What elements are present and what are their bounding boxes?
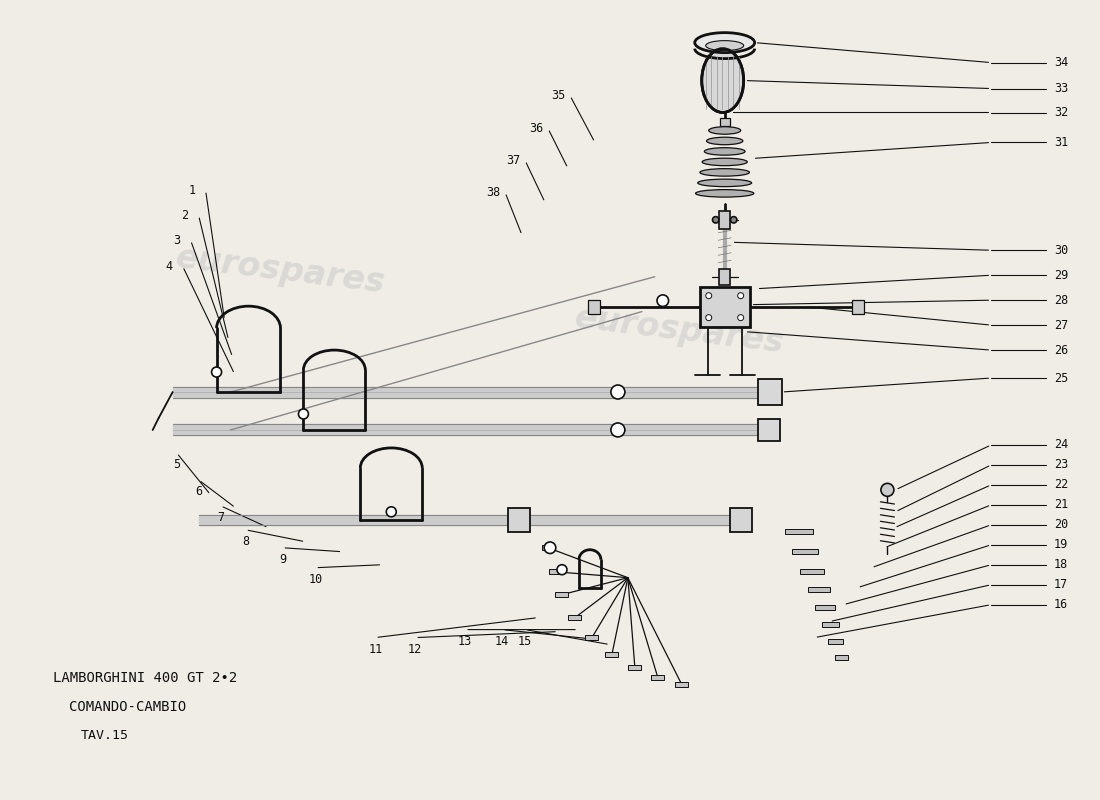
FancyBboxPatch shape bbox=[827, 639, 844, 644]
Text: 5: 5 bbox=[173, 458, 180, 471]
Text: 21: 21 bbox=[1054, 498, 1068, 511]
Text: 19: 19 bbox=[1054, 538, 1068, 551]
Text: 20: 20 bbox=[1054, 518, 1068, 531]
FancyBboxPatch shape bbox=[852, 300, 865, 314]
Text: 10: 10 bbox=[308, 573, 322, 586]
Circle shape bbox=[706, 293, 712, 298]
Text: 30: 30 bbox=[1054, 244, 1068, 257]
Text: 25: 25 bbox=[1054, 371, 1068, 385]
Text: 36: 36 bbox=[529, 122, 543, 135]
FancyBboxPatch shape bbox=[800, 570, 824, 574]
Text: 31: 31 bbox=[1054, 136, 1068, 149]
FancyBboxPatch shape bbox=[814, 605, 835, 610]
Circle shape bbox=[730, 217, 737, 223]
FancyBboxPatch shape bbox=[549, 570, 561, 574]
Text: 16: 16 bbox=[1054, 598, 1068, 611]
Text: TAV.15: TAV.15 bbox=[80, 729, 129, 742]
Text: 6: 6 bbox=[195, 486, 202, 498]
Circle shape bbox=[544, 542, 556, 554]
FancyBboxPatch shape bbox=[807, 587, 829, 592]
Text: 7: 7 bbox=[217, 511, 224, 524]
Text: 18: 18 bbox=[1054, 558, 1068, 571]
Circle shape bbox=[610, 385, 625, 399]
FancyBboxPatch shape bbox=[556, 592, 569, 597]
Circle shape bbox=[657, 295, 669, 306]
Text: 4: 4 bbox=[165, 260, 173, 273]
Text: 3: 3 bbox=[174, 234, 180, 246]
Text: 1: 1 bbox=[188, 184, 196, 197]
Text: 32: 32 bbox=[1054, 106, 1068, 119]
FancyBboxPatch shape bbox=[822, 622, 839, 627]
FancyBboxPatch shape bbox=[541, 546, 554, 550]
FancyBboxPatch shape bbox=[729, 508, 751, 532]
Ellipse shape bbox=[708, 126, 740, 134]
Circle shape bbox=[881, 483, 894, 496]
FancyBboxPatch shape bbox=[651, 675, 664, 680]
FancyBboxPatch shape bbox=[508, 508, 530, 532]
Text: 12: 12 bbox=[408, 643, 422, 656]
FancyBboxPatch shape bbox=[675, 682, 689, 687]
Circle shape bbox=[211, 367, 221, 377]
Text: 14: 14 bbox=[495, 635, 509, 648]
Text: 29: 29 bbox=[1054, 269, 1068, 282]
FancyBboxPatch shape bbox=[758, 419, 780, 441]
Ellipse shape bbox=[702, 49, 744, 113]
Text: eurospares: eurospares bbox=[174, 241, 387, 299]
Ellipse shape bbox=[706, 138, 743, 145]
Circle shape bbox=[610, 423, 625, 437]
Circle shape bbox=[298, 409, 308, 419]
FancyBboxPatch shape bbox=[605, 652, 618, 657]
Text: 35: 35 bbox=[551, 89, 565, 102]
Circle shape bbox=[557, 565, 566, 574]
Ellipse shape bbox=[702, 158, 747, 166]
Circle shape bbox=[713, 217, 719, 223]
Ellipse shape bbox=[695, 190, 754, 197]
Text: 28: 28 bbox=[1054, 294, 1068, 306]
FancyBboxPatch shape bbox=[758, 379, 782, 405]
Ellipse shape bbox=[704, 148, 745, 155]
Ellipse shape bbox=[697, 179, 751, 186]
Text: 8: 8 bbox=[242, 535, 249, 548]
Circle shape bbox=[738, 314, 744, 321]
Text: 38: 38 bbox=[486, 186, 500, 199]
FancyBboxPatch shape bbox=[792, 550, 817, 554]
Text: eurospares: eurospares bbox=[573, 301, 786, 359]
Circle shape bbox=[386, 507, 396, 517]
Text: 22: 22 bbox=[1054, 478, 1068, 491]
FancyBboxPatch shape bbox=[719, 118, 729, 126]
Text: 26: 26 bbox=[1054, 343, 1068, 357]
Text: 33: 33 bbox=[1054, 82, 1068, 95]
Text: 15: 15 bbox=[518, 635, 532, 648]
FancyBboxPatch shape bbox=[719, 269, 730, 285]
Circle shape bbox=[706, 314, 712, 321]
FancyBboxPatch shape bbox=[700, 286, 750, 326]
Text: COMANDO-CAMBIO: COMANDO-CAMBIO bbox=[69, 701, 186, 714]
FancyBboxPatch shape bbox=[569, 615, 582, 620]
FancyBboxPatch shape bbox=[835, 655, 848, 660]
Text: 24: 24 bbox=[1054, 438, 1068, 451]
Text: 11: 11 bbox=[368, 643, 383, 656]
Text: 17: 17 bbox=[1054, 578, 1068, 591]
Text: 34: 34 bbox=[1054, 56, 1068, 69]
Text: 13: 13 bbox=[458, 635, 472, 648]
Text: LAMBORGHINI 400 GT 2•2: LAMBORGHINI 400 GT 2•2 bbox=[53, 670, 238, 685]
Circle shape bbox=[738, 293, 744, 298]
Ellipse shape bbox=[700, 169, 749, 176]
Text: 2: 2 bbox=[182, 209, 188, 222]
Text: 9: 9 bbox=[279, 554, 286, 566]
FancyBboxPatch shape bbox=[719, 211, 730, 229]
FancyBboxPatch shape bbox=[784, 530, 813, 534]
Ellipse shape bbox=[695, 33, 755, 53]
FancyBboxPatch shape bbox=[587, 300, 600, 314]
FancyBboxPatch shape bbox=[585, 635, 598, 640]
FancyBboxPatch shape bbox=[628, 665, 641, 670]
Ellipse shape bbox=[706, 41, 744, 50]
Text: 23: 23 bbox=[1054, 458, 1068, 471]
Text: 37: 37 bbox=[506, 154, 520, 167]
Text: 27: 27 bbox=[1054, 318, 1068, 332]
